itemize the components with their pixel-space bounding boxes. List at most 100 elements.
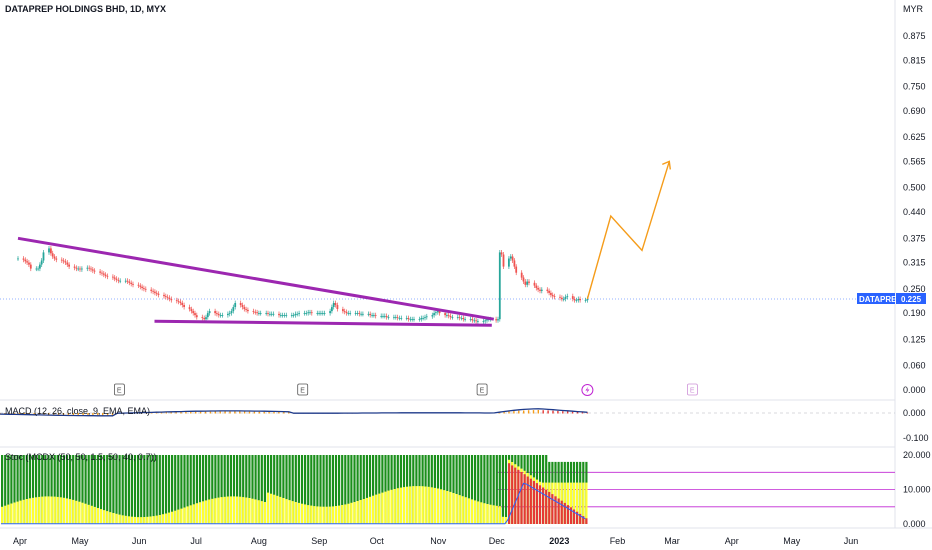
- stoch-bar-red: [554, 496, 557, 524]
- candle-body: [502, 254, 505, 267]
- candle-body: [17, 258, 19, 260]
- candle-body: [451, 317, 454, 318]
- stoch-bar-green: [223, 455, 226, 524]
- stoch-bar-yellow: [486, 504, 489, 524]
- stoch-bar-yellow: [307, 505, 310, 524]
- stoch-bar-green: [353, 455, 356, 524]
- macd-tick-label: -0.100: [903, 433, 929, 443]
- stoch-bar-green: [4, 455, 7, 524]
- macd-label: MACD (12, 26, close, 9, EMA, EMA): [5, 406, 150, 416]
- stoch-bar-yellow: [65, 498, 69, 524]
- candle-body: [164, 296, 167, 297]
- macd-hist-bar: [552, 410, 554, 414]
- stoch-bar-green: [334, 455, 338, 524]
- price-tick-label: 0.000: [903, 385, 926, 395]
- candle-body: [265, 313, 268, 314]
- candle-body: [462, 318, 465, 320]
- candle-body: [349, 313, 352, 314]
- stoch-bar-yellow: [208, 499, 211, 524]
- candle-body: [394, 317, 397, 318]
- candle-body: [303, 313, 306, 314]
- stoch-bar-yellow: [137, 517, 140, 524]
- candle-body: [342, 309, 344, 312]
- stoch-bar-yellow: [35, 497, 38, 524]
- candle-body: [447, 315, 450, 316]
- candle-body: [55, 258, 58, 260]
- macd-hist-bar: [234, 411, 236, 414]
- time-tick-label: Feb: [610, 536, 626, 546]
- stoch-bar-green: [103, 455, 106, 524]
- stoch-bar-green: [483, 455, 486, 524]
- time-tick-label: Jun: [844, 536, 859, 546]
- macd-hist-bar: [243, 411, 246, 414]
- time-axis[interactable]: Apr May Jun Jul Aug Sep Oct Nov Dec 2023 Feb Mar Apr…: [13, 536, 858, 546]
- price-axis[interactable]: 0.875 0.815 0.750 0.690 0.625 0.565 0.500 0.440…: [0, 31, 926, 395]
- candle-body: [217, 313, 220, 316]
- stoch-bar-green: [161, 455, 164, 524]
- candle-body: [362, 313, 364, 315]
- symbol-tag-bg: [857, 293, 895, 304]
- stoch-bar-red: [582, 516, 585, 524]
- stoch-bar-green: [109, 455, 112, 524]
- candle-body: [166, 296, 169, 298]
- stoch-bar-green: [270, 455, 273, 524]
- stoch-bar-yellow: [189, 505, 192, 524]
- stoch-bar-yellow: [449, 491, 452, 524]
- stoch-bar-yellow: [501, 516, 504, 524]
- stoch-bar-yellow: [282, 498, 285, 524]
- stoch-bar-yellow: [566, 482, 569, 524]
- candle-body: [497, 319, 499, 321]
- macd-hist-bar: [498, 412, 500, 414]
- candle-body: [528, 281, 530, 283]
- stoch-bar-green: [257, 455, 260, 524]
- candle-body: [48, 248, 50, 253]
- macd-hist-bar: [190, 411, 192, 414]
- stoch-bar-green: [121, 455, 124, 524]
- candle-body: [579, 299, 581, 301]
- stoch-bar-green: [297, 455, 300, 524]
- candle-body: [290, 315, 293, 316]
- candle-body: [396, 317, 399, 318]
- stoch-bar-red: [542, 487, 545, 524]
- stoch-bar-red: [529, 478, 532, 524]
- candle-body: [243, 307, 246, 310]
- stoch-bar-green: [198, 455, 202, 524]
- stoch-label: Stoc (MCDX (50, 50, 1.5, 50, 40, 0.7)): [5, 452, 157, 462]
- candle-body: [124, 280, 127, 282]
- stoch-bar-red: [548, 491, 551, 524]
- stoch-bar-yellow: [130, 516, 133, 524]
- stoch-bar-green: [124, 455, 127, 524]
- stoch-bar-green: [319, 455, 322, 524]
- stoch-bar-green: [359, 455, 362, 524]
- stoch-bar-green: [72, 455, 75, 524]
- stoch-bar-red: [551, 494, 554, 524]
- macd-hist-bar: [557, 410, 559, 414]
- candle-body: [464, 319, 466, 320]
- candle-body: [374, 315, 377, 316]
- stoch-bar-green: [254, 455, 257, 524]
- stoch-bar-yellow: [412, 486, 415, 524]
- price-tick-label: 0.060: [903, 361, 926, 371]
- earnings-marker[interactable]: E: [300, 388, 305, 395]
- earnings-marker-future[interactable]: E: [690, 388, 695, 395]
- macd-hist-bar: [170, 412, 172, 414]
- stoch-bar-yellow: [409, 486, 412, 524]
- earnings-marker[interactable]: E: [480, 388, 485, 395]
- candle-body: [93, 270, 96, 272]
- stoch-bar-green: [492, 455, 495, 524]
- stoch-bar-green: [19, 455, 22, 524]
- stoch-bar-green: [294, 455, 297, 524]
- earnings-marker[interactable]: E: [117, 388, 122, 395]
- time-tick-label: Apr: [13, 536, 27, 546]
- stoch-bar-green: [325, 455, 328, 524]
- stoch-bar-yellow: [167, 512, 171, 524]
- macd-hist-bar: [248, 411, 251, 414]
- stoch-bar-yellow: [504, 517, 508, 524]
- stoch-bar-green: [288, 455, 291, 524]
- stoch-bar-green: [498, 455, 501, 524]
- macd-hist-bar: [28, 413, 30, 415]
- candle-body: [22, 258, 25, 260]
- stoch-bar-yellow: [276, 495, 279, 524]
- candle-body: [91, 269, 94, 271]
